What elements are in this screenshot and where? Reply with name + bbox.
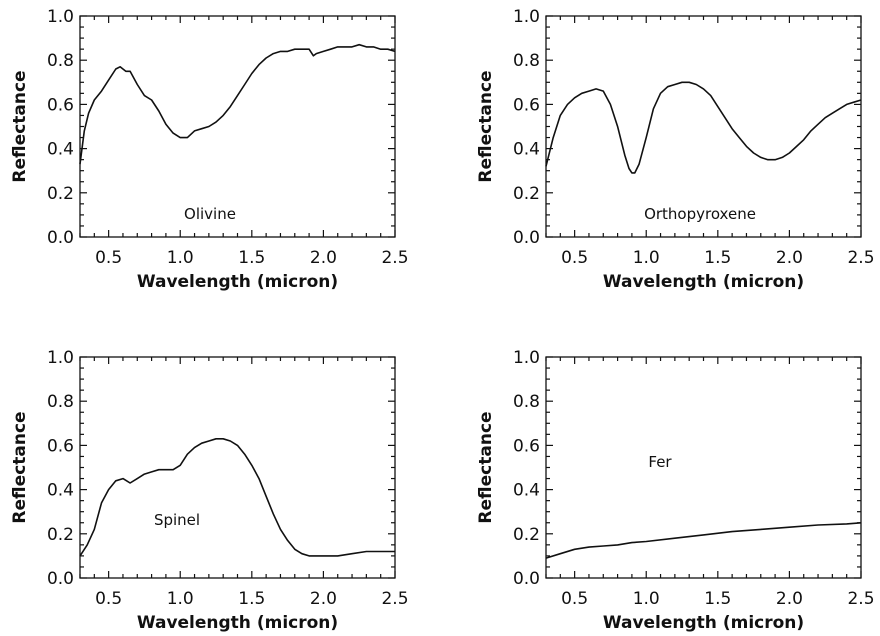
y-tick-label: 0.8 xyxy=(47,392,74,412)
x-tick-label: 2.0 xyxy=(776,248,803,268)
y-tick-label: 0.8 xyxy=(513,392,540,412)
y-axis-title: Reflectance xyxy=(10,70,30,182)
x-tick-label: 1.5 xyxy=(704,248,731,268)
x-tick-label: 2.0 xyxy=(310,248,337,268)
y-tick-label: 0.6 xyxy=(513,95,540,115)
y-tick-label: 0.6 xyxy=(513,436,540,456)
y-tick-label: 0.0 xyxy=(47,228,74,248)
x-tick-label: 2.0 xyxy=(776,589,803,609)
y-tick-label: 0.4 xyxy=(47,140,74,160)
y-axis-title: Reflectance xyxy=(10,411,30,523)
x-tick-label: 0.5 xyxy=(95,248,122,268)
mineral-label: Spinel xyxy=(154,511,200,529)
y-tick-label: 0.4 xyxy=(513,140,540,160)
plot-frame xyxy=(545,15,862,238)
y-tick-label: 0.6 xyxy=(47,95,74,115)
y-tick-label: 0.0 xyxy=(47,569,74,589)
x-tick-label: 1.5 xyxy=(238,248,265,268)
x-tick-label: 2.0 xyxy=(310,589,337,609)
panel-3: 0.5 1.0 1.5 2.0 2.5 0.0 0.2 0.4 0.6 0.8 1.0 Wavelen… xyxy=(10,348,409,633)
x-axis-title: Wavelength (micron) xyxy=(137,272,338,292)
mineral-label: Fer xyxy=(648,453,672,471)
spectrum-line xyxy=(545,81,862,174)
y-tick-label: 0.4 xyxy=(47,481,74,501)
x-tick-label: 0.5 xyxy=(561,589,588,609)
x-tick-label: 2.5 xyxy=(847,589,874,609)
y-tick-label: 0.0 xyxy=(513,569,540,589)
y-axis-title: Reflectance xyxy=(476,411,496,523)
spectrum-line xyxy=(79,438,395,557)
x-tick-label: 1.5 xyxy=(238,589,265,609)
x-axis-title: Wavelength (micron) xyxy=(603,613,804,633)
x-tick-label: 2.5 xyxy=(847,248,874,268)
y-tick-label: 1.0 xyxy=(513,7,540,27)
mineral-label: Olivine xyxy=(184,205,236,223)
y-tick-label: 0.0 xyxy=(513,228,540,248)
x-tick-label: 1.5 xyxy=(704,589,731,609)
y-tick-label: 0.6 xyxy=(47,436,74,456)
y-tick-label: 0.4 xyxy=(513,481,540,501)
y-tick-label: 1.0 xyxy=(47,7,74,27)
mineral-label: Orthopyroxene xyxy=(644,205,756,223)
y-tick-label: 0.8 xyxy=(513,51,540,71)
panel-4: 0.5 1.0 1.5 2.0 2.5 0.0 0.2 0.4 0.6 0.8 1.0 Wavelen… xyxy=(476,348,875,633)
spectrum-line xyxy=(79,43,396,165)
x-axis-title: Wavelength (micron) xyxy=(603,272,804,292)
y-tick-label: 1.0 xyxy=(513,348,540,368)
x-tick-label: 0.5 xyxy=(561,248,588,268)
x-tick-label: 0.5 xyxy=(95,589,122,609)
x-tick-label: 1.0 xyxy=(633,248,660,268)
x-tick-label: 2.5 xyxy=(381,589,408,609)
spectrum-line xyxy=(545,522,862,559)
y-tick-label: 0.2 xyxy=(513,525,540,545)
y-tick-label: 0.2 xyxy=(47,525,74,545)
panel-1: 0.5 1.0 1.5 2.0 2.5 0.0 0.2 0.4 0.6 0.8 1.0 Wavelen… xyxy=(10,7,409,292)
panel-2: 0.5 1.0 1.5 2.0 2.5 0.0 0.2 0.4 0.6 0.8 1.0 Wavelen… xyxy=(476,7,875,292)
y-tick-label: 1.0 xyxy=(47,348,74,368)
x-tick-label: 2.5 xyxy=(381,248,408,268)
plot-frame xyxy=(545,356,862,579)
y-tick-label: 0.2 xyxy=(47,184,74,204)
x-axis-title: Wavelength (micron) xyxy=(137,613,338,633)
y-tick-label: 0.8 xyxy=(47,51,74,71)
x-tick-label: 1.0 xyxy=(167,589,194,609)
plot-frame xyxy=(79,15,396,238)
plot-frame xyxy=(79,356,396,579)
x-tick-label: 1.0 xyxy=(633,589,660,609)
x-tick-label: 1.0 xyxy=(167,248,194,268)
y-axis-title: Reflectance xyxy=(476,70,496,182)
y-tick-label: 0.2 xyxy=(513,184,540,204)
